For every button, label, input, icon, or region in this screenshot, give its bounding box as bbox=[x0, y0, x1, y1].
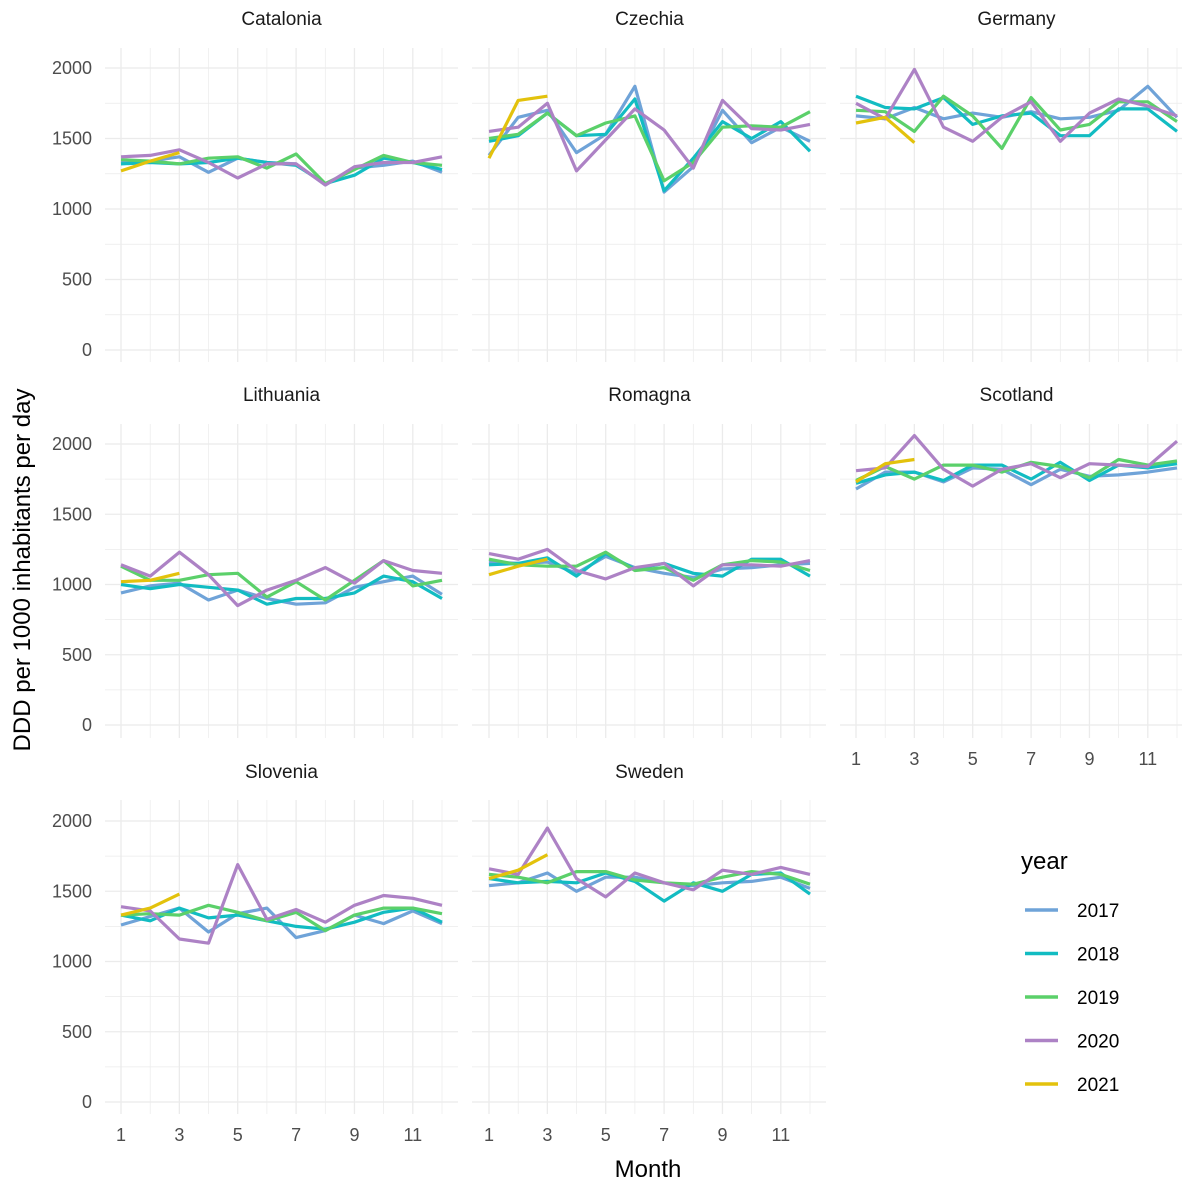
series-line-2017 bbox=[487, 84, 811, 194]
series-line-2020 bbox=[120, 550, 443, 608]
panel-title: Lithuania bbox=[243, 385, 321, 406]
panel-germany: Germany bbox=[840, 9, 1182, 362]
series-line-2021 bbox=[855, 457, 915, 484]
y-tick-label: 0 bbox=[82, 1092, 92, 1112]
legend-label-2020: 2020 bbox=[1077, 1032, 1119, 1053]
x-axis-title: Month bbox=[615, 1156, 682, 1183]
legend: year 2017 2018 2019 2020 2021 bbox=[1021, 848, 1119, 1096]
legend-label-2017: 2017 bbox=[1077, 901, 1119, 922]
x-tick-label: 3 bbox=[909, 749, 919, 769]
x-tick-label: 9 bbox=[1084, 749, 1094, 769]
x-tick-label: 11 bbox=[403, 1125, 422, 1145]
x-tick-label: 5 bbox=[601, 1125, 611, 1145]
series-line-2019 bbox=[488, 110, 811, 183]
y-tick-label: 1000 bbox=[52, 199, 92, 219]
legend-label-2021: 2021 bbox=[1077, 1075, 1119, 1096]
x-tick-label: 7 bbox=[1026, 749, 1036, 769]
y-tick-label: 1000 bbox=[52, 952, 92, 972]
x-tick-label: 5 bbox=[968, 749, 978, 769]
x-tick-label: 5 bbox=[233, 1125, 243, 1145]
series-line-2018 bbox=[120, 574, 443, 606]
y-tick-label: 1500 bbox=[52, 129, 92, 149]
y-tick-label: 2000 bbox=[52, 434, 92, 454]
series-line-2021 bbox=[855, 115, 916, 144]
y-tick-label: 1500 bbox=[52, 504, 92, 524]
series-line-2020 bbox=[120, 148, 443, 187]
series-line-2021 bbox=[120, 892, 181, 917]
x-tick-label: 9 bbox=[717, 1125, 727, 1145]
series-line-2019 bbox=[488, 550, 811, 582]
x-tick-label: 3 bbox=[174, 1125, 184, 1145]
legend-title: year bbox=[1021, 848, 1068, 875]
panel-title: Germany bbox=[977, 9, 1056, 30]
series-line-2020 bbox=[855, 434, 1179, 488]
series-line-2019 bbox=[855, 94, 1178, 150]
x-tick-label: 7 bbox=[291, 1125, 301, 1145]
panel-title: Romagna bbox=[608, 385, 691, 406]
x-tick-label: 7 bbox=[659, 1125, 669, 1145]
y-tick-label: 1500 bbox=[52, 881, 92, 901]
series-line-2020 bbox=[488, 98, 811, 173]
panel-title: Slovenia bbox=[245, 762, 318, 783]
panel-slovenia: Slovenia 0 500 1000 1500 2000 1 3 5 7 9 11 bbox=[52, 762, 458, 1145]
y-tick-label: 1000 bbox=[52, 575, 92, 595]
panel-sweden: Sweden 1 3 5 7 9 11 bbox=[472, 762, 826, 1145]
x-tick-label: 11 bbox=[771, 1125, 790, 1145]
panel-title: Czechia bbox=[615, 9, 684, 30]
series-line-2021 bbox=[120, 151, 180, 173]
series-line-2018 bbox=[855, 94, 1178, 138]
legend-label-2019: 2019 bbox=[1077, 988, 1119, 1009]
y-tick-label: 500 bbox=[62, 1022, 92, 1042]
series-line-2020 bbox=[855, 67, 1178, 143]
series-line-2019 bbox=[120, 903, 443, 933]
panel-title: Catalonia bbox=[241, 9, 322, 30]
series-line-2020 bbox=[120, 862, 443, 945]
y-tick-label: 500 bbox=[62, 270, 92, 290]
series-line-2020 bbox=[488, 547, 811, 588]
y-tick-label: 0 bbox=[82, 340, 92, 360]
y-axis-title: DDD per 1000 inhabitants per day bbox=[9, 389, 36, 752]
panel-scotland: Scotland 1 3 5 7 9 11 bbox=[840, 385, 1182, 769]
series-line-2019 bbox=[120, 558, 443, 602]
x-tick-label: 11 bbox=[1138, 749, 1157, 769]
panel-catalonia: Catalonia 0 500 1000 1500 2000 bbox=[52, 9, 458, 362]
x-tick-label: 3 bbox=[542, 1125, 552, 1145]
y-tick-label: 0 bbox=[82, 715, 92, 735]
panel-title: Scotland bbox=[980, 385, 1054, 406]
x-tick-label: 1 bbox=[484, 1125, 494, 1145]
panel-lithuania: Lithuania 0 500 1000 1500 2000 bbox=[52, 385, 458, 738]
y-tick-label: 2000 bbox=[52, 811, 92, 831]
x-tick-label: 1 bbox=[851, 749, 861, 769]
panel-title: Sweden bbox=[615, 762, 684, 783]
series-line-2021 bbox=[120, 571, 180, 584]
series-line-2018 bbox=[120, 906, 443, 931]
panel-romagna: Romagna bbox=[472, 385, 826, 738]
series-line-2021 bbox=[488, 557, 548, 577]
x-tick-label: 9 bbox=[349, 1125, 359, 1145]
legend-label-2018: 2018 bbox=[1077, 945, 1119, 966]
y-tick-label: 2000 bbox=[52, 58, 92, 78]
y-tick-label: 500 bbox=[62, 645, 92, 665]
series-line-2019 bbox=[120, 152, 443, 186]
x-tick-label: 1 bbox=[116, 1125, 126, 1145]
series-line-2020 bbox=[488, 826, 811, 899]
series-line-2021 bbox=[488, 853, 549, 881]
panel-czechia: Czechia bbox=[472, 9, 826, 362]
series-line-2021 bbox=[487, 94, 548, 159]
